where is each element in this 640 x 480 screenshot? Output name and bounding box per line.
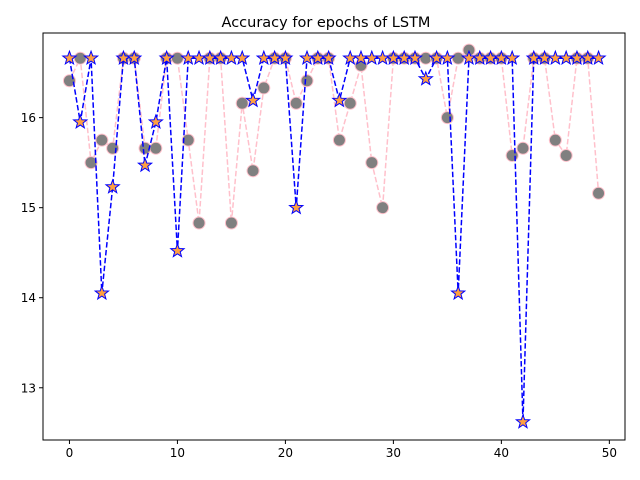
series-2-point: [158, 49, 175, 66]
series-2-point: [136, 156, 154, 173]
series-2-point: [363, 49, 380, 66]
series-1-point: [149, 141, 163, 155]
series-2-point: [450, 284, 467, 301]
series-2-point: [234, 49, 251, 66]
series-2-point: [504, 49, 521, 66]
series-1-point: [592, 186, 606, 200]
series-1-point: [235, 96, 249, 110]
y-tick-label: 15: [21, 201, 36, 215]
series-1-point: [548, 133, 562, 147]
series-2-point: [558, 49, 575, 66]
axes: 0 10 20 30 40 50 13 14 15 16: [21, 111, 617, 460]
series-2-point: [374, 49, 391, 66]
series-1-point: [170, 51, 184, 65]
series-1-point: [440, 111, 454, 125]
y-tick-label: 16: [21, 111, 36, 125]
series-1-point: [289, 96, 303, 110]
series-1-point: [559, 148, 573, 162]
series-1-point: [257, 81, 271, 95]
y-tick-label: 14: [21, 291, 36, 305]
x-tick-label: 20: [278, 446, 293, 460]
chart-title: Accuracy for epochs of LSTM: [222, 15, 431, 31]
series-1-point: [451, 51, 465, 65]
series-2-point: [514, 413, 532, 429]
series-1-point: [419, 51, 433, 65]
series-2-line: [68, 57, 599, 423]
series-1-point: [181, 133, 195, 147]
series-2-point: [331, 92, 348, 108]
series-2-point: [93, 284, 110, 301]
x-tick-label: 40: [494, 446, 509, 460]
series-1-point: [84, 156, 98, 170]
series-2-point: [439, 49, 456, 66]
series-2-point: [126, 49, 143, 66]
series-1-point: [95, 133, 109, 147]
x-tick-label: 10: [170, 446, 185, 460]
series-2-point: [147, 113, 164, 129]
series-2-point: [223, 49, 240, 66]
y-tick-label: 13: [21, 381, 36, 395]
series-1-point: [365, 156, 379, 170]
series-2-point: [72, 113, 89, 129]
series-1-point: [246, 164, 260, 178]
axes-frame: [42, 32, 626, 441]
x-tick-label: 0: [66, 446, 74, 460]
x-tick-label: 30: [386, 446, 401, 460]
series-2-point: [277, 49, 294, 66]
series-1-point: [343, 96, 357, 110]
x-tick-label: 50: [602, 446, 617, 460]
series-2-point: [169, 242, 186, 258]
series-2-point: [255, 49, 272, 66]
series-1-point: [224, 216, 238, 230]
series-1-point: [516, 141, 530, 155]
series-2-point: [190, 49, 208, 66]
series-2-point: [61, 49, 78, 66]
series-2-point: [104, 178, 121, 194]
series-1-point: [505, 148, 519, 162]
series-2-point: [298, 49, 316, 66]
series-1-point: [376, 201, 390, 215]
series-1-point: [73, 51, 87, 65]
series-2-point: [406, 49, 424, 66]
series-2-point: [244, 92, 262, 108]
series-2-point: [83, 49, 100, 66]
series-1-point: [192, 216, 206, 230]
series-1-point: [332, 133, 346, 147]
series-2-point: [547, 49, 564, 66]
series-2-point: [342, 49, 359, 66]
series-2-point: [417, 70, 434, 86]
plot-area: [61, 43, 607, 429]
series-2-point: [590, 49, 607, 66]
series-2-point: [288, 199, 305, 215]
series-1-point: [300, 74, 314, 88]
series-2-point: [320, 49, 337, 66]
